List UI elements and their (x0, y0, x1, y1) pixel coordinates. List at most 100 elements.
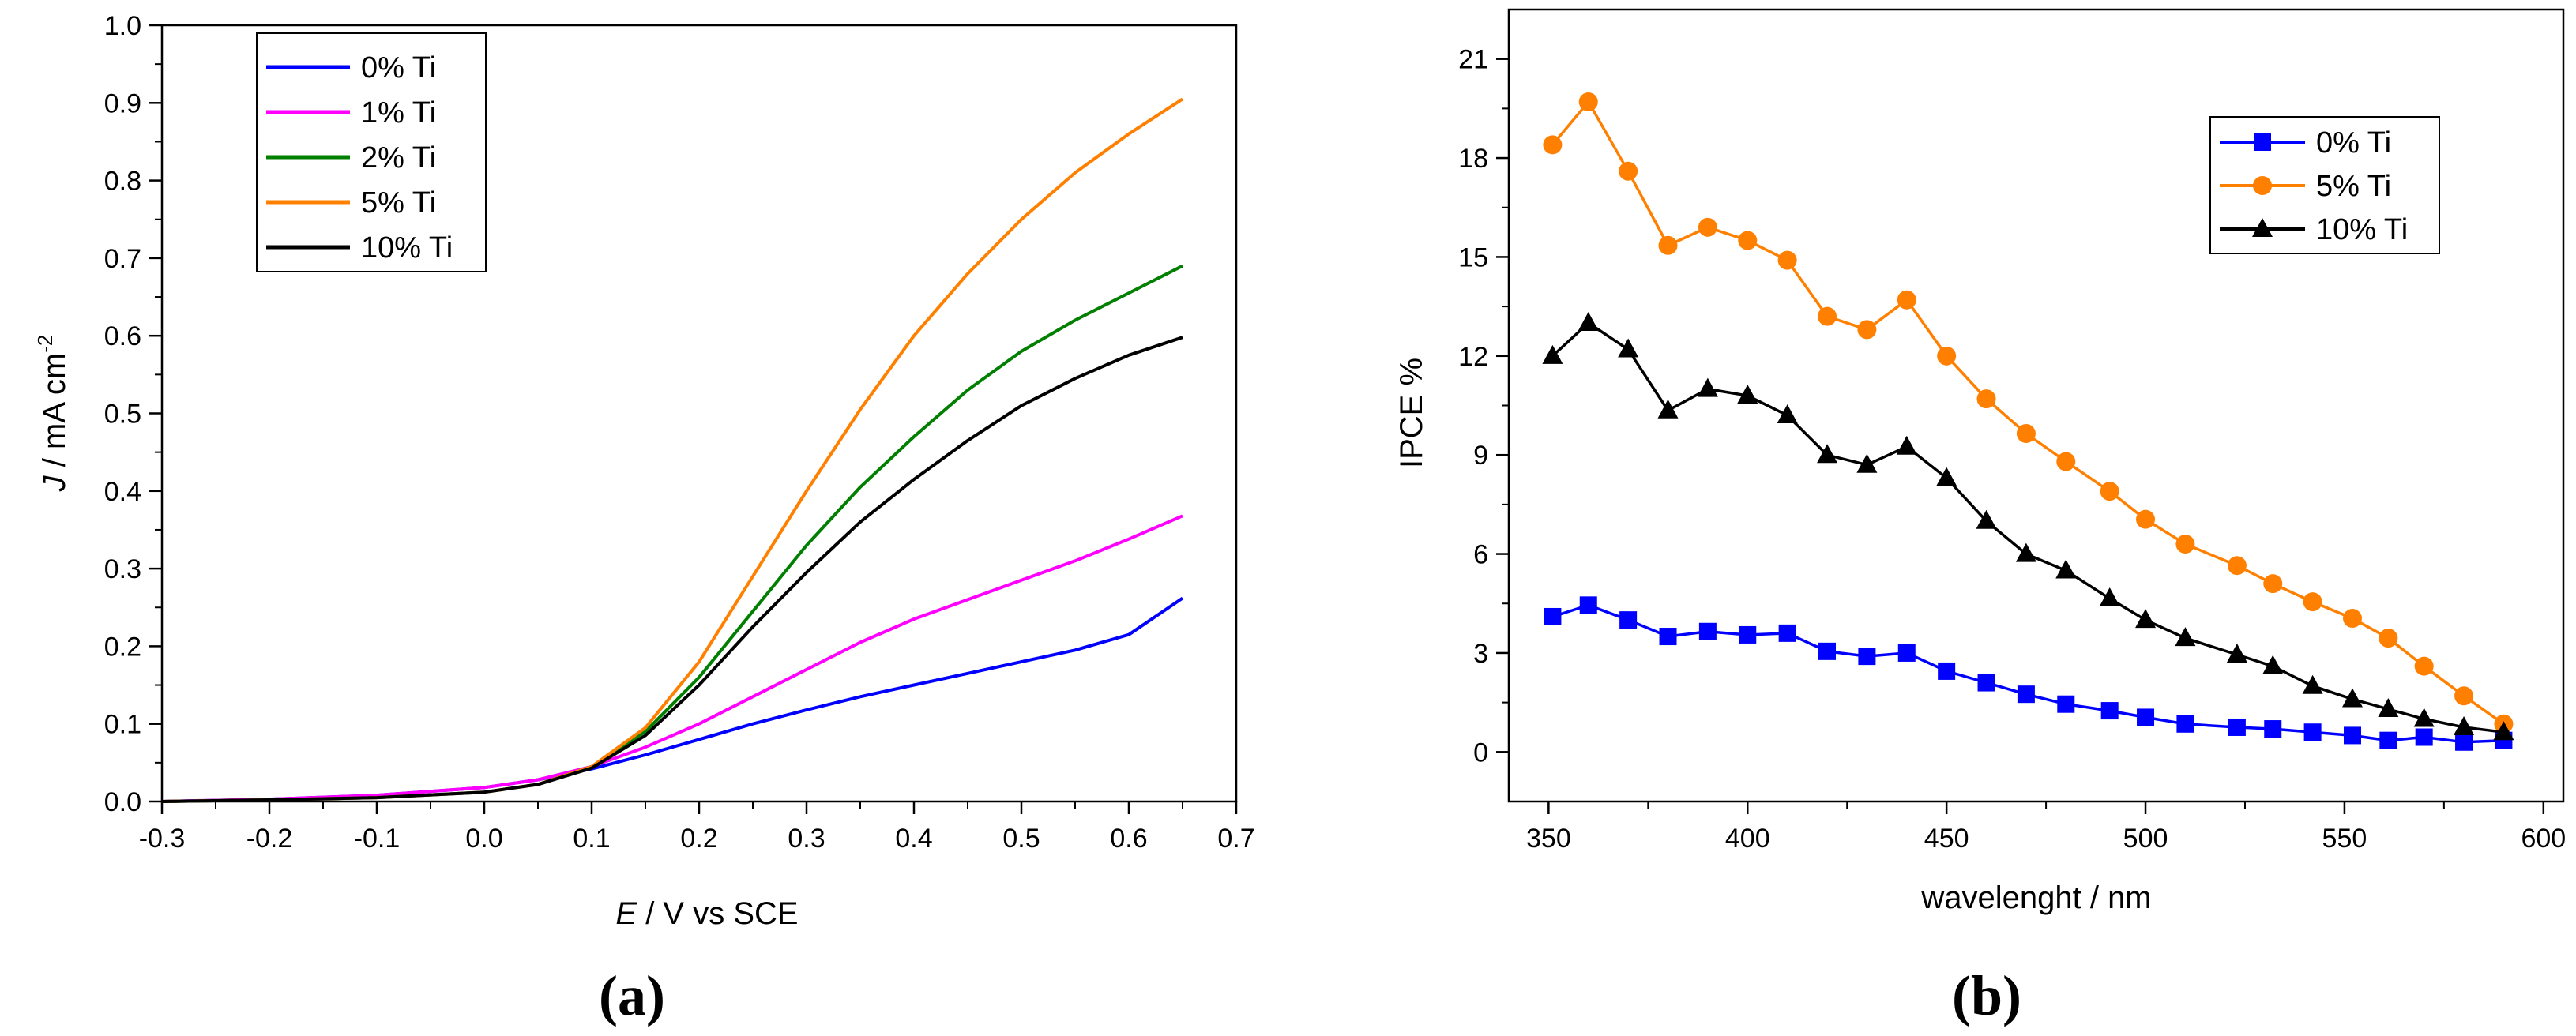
a-x-tick-label: -0.1 (354, 824, 401, 854)
chart-a-legend-label-4: 10% Ti (361, 231, 453, 265)
chart-b-point-0-15 (2137, 708, 2155, 726)
a-x-tick-label: 0.6 (1110, 824, 1147, 854)
chart-b-point-1-13 (2056, 452, 2076, 471)
chart-a-legend-label-2: 2% Ti (361, 141, 436, 175)
chart-b-x-axis-title: wavelenght / nm (1920, 880, 2151, 915)
chart-b-point-0-9 (1897, 644, 1916, 662)
chart-b-point-0-16 (2176, 715, 2194, 733)
chart-b-point-0-2 (1619, 611, 1638, 629)
chart-a-series-line-1 (161, 514, 1183, 803)
chart-b-point-0-7 (1818, 642, 1837, 660)
chart-b-point-2-5 (1737, 384, 1758, 404)
chart-b-point-2-9 (1896, 435, 1917, 455)
chart-b-point-0-4 (1698, 622, 1717, 640)
a-y-tick-label: 0.8 (104, 167, 141, 197)
chart-b-series-2 (1542, 312, 2514, 741)
chart-b-point-1-15 (2136, 509, 2156, 529)
b-y-tick-label: 12 (1458, 342, 1488, 372)
a-y-tick-label: 0.3 (104, 554, 141, 584)
chart-b-point-2-13 (2055, 559, 2077, 579)
chart-b-point-0-10 (1938, 662, 1956, 680)
b-x-tick-label: 600 (2521, 824, 2566, 854)
chart-b-point-1-0 (1543, 135, 1563, 155)
chart-b-point-0-6 (1778, 624, 1796, 642)
chart-b-legend-label-0: 0% Ti (2316, 126, 2391, 160)
chart-b: 350 400 450 500 550 600 0 3 6 9 12 15 18 21 0% Ti 5% … (1394, 8, 2566, 1027)
b-x-tick-label: 400 (1725, 824, 1770, 854)
b-y-tick-label: 3 (1473, 639, 1488, 669)
chart-b-point-1-5 (1738, 231, 1758, 250)
a-y-tick-label: 1.0 (104, 11, 141, 41)
chart-b-point-2-16 (2175, 627, 2196, 647)
chart-b-point-1-12 (2016, 424, 2036, 444)
chart-b-point-2-20 (2342, 688, 2363, 708)
chart-b-point-0-14 (2100, 702, 2119, 720)
b-x-tick-label: 550 (2322, 824, 2367, 854)
a-y-tick-label: 0.5 (104, 400, 141, 430)
chart-b-point-2-15 (2135, 609, 2157, 629)
a-y-tick-label: 0.2 (104, 632, 141, 662)
a-y-tick-label: 0.9 (104, 88, 141, 118)
chart-a-legend-label-0: 0% Ti (361, 51, 436, 84)
chart-b-point-2-22 (2413, 708, 2435, 727)
a-y-tick-label: 0.0 (104, 787, 141, 817)
b-x-tick-label: 500 (2123, 824, 2168, 854)
chart-b-point-0-23 (2455, 733, 2473, 751)
chart-b-point-2-17 (2226, 644, 2247, 663)
a-x-tick-label: 0.5 (1002, 824, 1040, 854)
a-y-tick-label: 0.7 (104, 244, 141, 274)
chart-b-y-tick-labels: 0 3 6 9 12 15 18 21 (1458, 45, 1488, 768)
chart-b-point-0-12 (2017, 685, 2035, 704)
chart-b-point-0-21 (2379, 731, 2397, 749)
chart-b-point-0-0 (1544, 607, 1562, 625)
chart-b-point-0-8 (1858, 648, 1876, 666)
chart-b-point-2-6 (1777, 404, 1798, 424)
chart-b-series-1 (1543, 92, 2514, 734)
chart-b-legend-marker-2 (2252, 218, 2273, 237)
chart-b-legend: 0% Ti 5% Ti 10% Ti (2209, 116, 2440, 254)
chart-b-legend-marker-0 (2254, 133, 2271, 151)
chart-a-y-axis-title-symbol: J (37, 475, 72, 492)
b-y-tick-label: 9 (1473, 441, 1488, 471)
chart-a-legend: 0% Ti 1% Ti 2% Ti 5% Ti 10% Ti (256, 32, 487, 272)
chart-a-legend-label-3: 5% Ti (361, 186, 436, 220)
chart-b-point-1-22 (2414, 656, 2434, 676)
chart-a-x-axis-title-text: / V vs SCE (637, 896, 799, 931)
chart-b-x-tick-labels: 350 400 450 500 550 600 (1526, 824, 2566, 854)
chart-a-series-group (161, 97, 1184, 803)
chart-b-point-2-12 (2015, 542, 2036, 562)
chart-a-y-axis-title-superscript: -2 (33, 335, 57, 353)
chart-a-panel-label: (a) (599, 964, 665, 1027)
chart-b-point-2-2 (1618, 338, 1639, 358)
a-y-tick-label: 0.1 (104, 710, 141, 740)
chart-b-point-0-3 (1659, 628, 1677, 646)
b-y-tick-label: 21 (1458, 45, 1488, 75)
chart-a-series-line-4 (161, 336, 1183, 803)
chart-a-y-tick-labels: 0.0 0.1 0.2 0.3 0.4 0.5 0.6 0.7 0.8 0.9 1.0 (104, 11, 141, 817)
chart-a-series-line-2 (161, 264, 1183, 803)
a-x-tick-label: 0.2 (680, 824, 717, 854)
b-x-tick-label: 350 (1526, 824, 1571, 854)
chart-b-point-0-20 (2344, 726, 2361, 745)
chart-b-point-1-11 (1976, 389, 1996, 409)
chart-a-x-axis-title-symbol: E (615, 896, 637, 931)
chart-b-point-0-11 (1977, 674, 1995, 692)
chart-b-point-1-10 (1937, 346, 1957, 366)
chart-b-point-1-2 (1619, 161, 1638, 181)
chart-b-legend-label-2: 10% Ti (2316, 213, 2408, 246)
chart-b-point-0-5 (1739, 625, 1757, 644)
chart-b-point-1-18 (2263, 574, 2283, 594)
chart-a-legend-box (256, 32, 487, 272)
chart-b-point-2-7 (1817, 444, 1838, 464)
b-y-tick-label: 18 (1458, 144, 1488, 174)
chart-b-point-0-13 (2057, 695, 2075, 713)
chart-b-point-2-18 (2262, 655, 2284, 674)
chart-b-series-line-2 (1551, 321, 2504, 734)
chart-b-point-0-18 (2264, 720, 2282, 738)
chart-b-point-2-19 (2302, 674, 2323, 694)
chart-b-point-1-23 (2454, 686, 2474, 706)
chart-a-plot-frame (160, 24, 1238, 803)
chart-b-point-1-19 (2303, 592, 2322, 612)
chart-b-point-1-20 (2343, 609, 2362, 629)
chart-b-point-1-21 (2379, 629, 2398, 648)
